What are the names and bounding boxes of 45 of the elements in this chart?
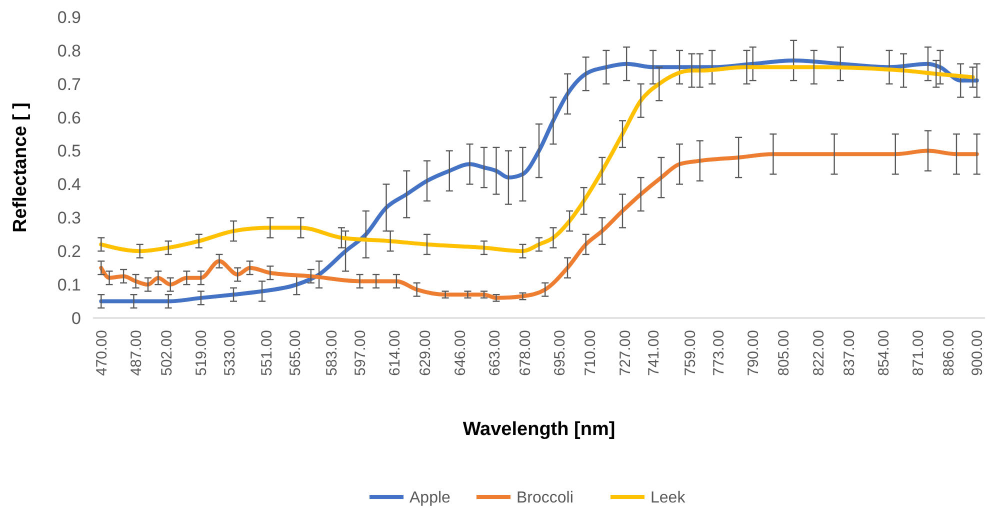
x-tick-label: 822.00 xyxy=(810,330,828,376)
x-tick-label: 886.00 xyxy=(940,330,958,376)
x-tick-label: 854.00 xyxy=(875,330,892,376)
x-tick-label: 695.00 xyxy=(552,330,569,376)
line-series xyxy=(99,65,975,254)
y-tick-label: 0.4 xyxy=(57,175,81,194)
x-tick-label: 551.00 xyxy=(258,330,276,376)
x-tick-label: 487.00 xyxy=(128,330,146,376)
x-tick-label: 614.00 xyxy=(386,330,404,376)
y-axis-title: Reflectance [ ] xyxy=(10,102,31,232)
x-tick-label: 871.00 xyxy=(910,330,928,376)
y-tick-label: 0.3 xyxy=(57,208,81,228)
x-tick-label: 759.00 xyxy=(682,330,699,376)
x-tick-label: 805.00 xyxy=(776,330,793,376)
y-tick-label: 0.9 xyxy=(57,8,81,27)
x-tick-label: 583.00 xyxy=(324,330,341,376)
y-tick-label: 0.5 xyxy=(57,142,81,161)
x-tick-label: 790.00 xyxy=(745,330,762,376)
x-tick-label: 470.00 xyxy=(93,330,110,376)
x-tick-label: 597.00 xyxy=(352,330,370,376)
y-tick-label: 0.8 xyxy=(57,41,81,60)
y-tick-label: 0.1 xyxy=(57,276,81,295)
y-tick-label: 0 xyxy=(72,308,81,328)
x-tick-label: 773.00 xyxy=(710,330,728,376)
x-tick-label: 629.00 xyxy=(417,330,434,376)
x-tick-label: 741.00 xyxy=(645,330,662,376)
x-tick-label: 678.00 xyxy=(516,330,534,376)
x-tick-label: 837.00 xyxy=(840,330,858,376)
x-axis-title: Wavelength [nm] xyxy=(462,419,616,440)
legend-label: Broccoli xyxy=(516,490,574,507)
x-tick-label: 900.00 xyxy=(969,330,986,376)
y-tick-label: 0.7 xyxy=(57,74,81,94)
x-tick-label: 533.00 xyxy=(222,330,239,376)
legend-label: Leek xyxy=(650,490,686,507)
x-tick-label: 727.00 xyxy=(616,330,634,376)
x-tick-label: 646.00 xyxy=(452,330,469,376)
x-tick-label: 565.00 xyxy=(286,330,304,376)
x-tick-label: 502.00 xyxy=(158,330,176,376)
line-series xyxy=(99,148,979,300)
x-tick-label: 710.00 xyxy=(582,330,600,376)
legend-label: Apple xyxy=(410,490,451,507)
y-tick-label: 0.6 xyxy=(57,108,81,128)
x-tick-label: 663.00 xyxy=(486,330,504,376)
x-tick-label: 519.00 xyxy=(193,330,210,376)
y-tick-label: 0.2 xyxy=(57,242,81,262)
